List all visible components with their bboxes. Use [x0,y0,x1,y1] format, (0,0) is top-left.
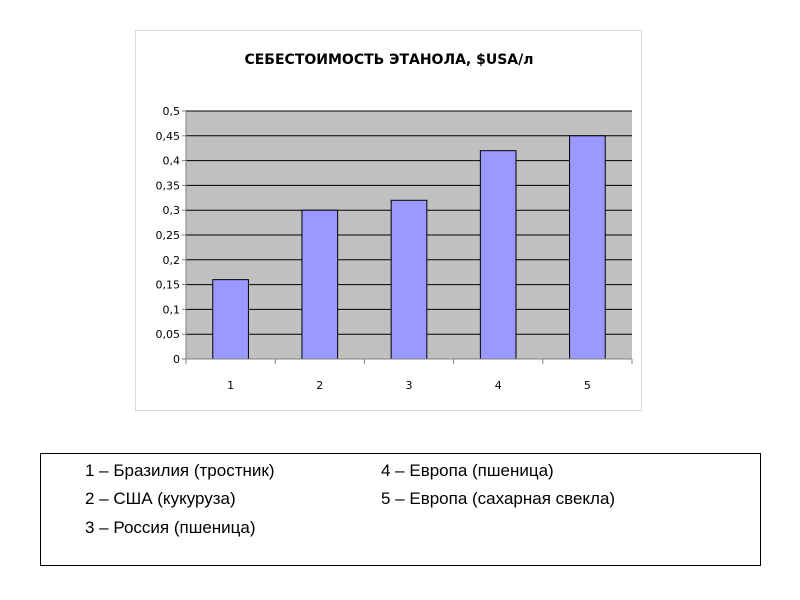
bar-5 [569,135,606,360]
legend-item-5: 5 – Европа (сахарная свекла) [381,489,616,508]
y-tick-label: 0,5 [163,105,181,118]
legend-item-2: 2 – США (кукуруза) [85,489,236,508]
y-tick-label: 0,3 [163,204,181,217]
y-tick-label: 0,15 [156,279,181,292]
x-tick-label: 5 [584,379,591,392]
legend-item-4: 4 – Европа (пшеница) [381,461,554,480]
y-tick-label: 0,05 [156,328,181,341]
y-tick-label: 0,45 [156,130,181,143]
legend-box: 1 – Бразилия (тростник) 2 – США (кукуруз… [40,453,761,566]
x-tick-label: 2 [316,379,323,392]
legend-item-3: 3 – Россия (пшеница) [85,518,256,537]
chart-frame: СЕБЕСТОИМОСТЬ ЭТАНОЛА, $USA/л 0 0,05 0,1 0,… [135,30,642,411]
bar-4 [479,150,517,360]
y-tick-label: 0,2 [163,254,181,267]
y-tick-label: 0,25 [156,229,181,242]
legend-item-1: 1 – Бразилия (тростник) [85,461,275,480]
y-tick-label: 0,35 [156,179,181,192]
chart-title: СЕБЕСТОИМОСТЬ ЭТАНОЛА, $USA/л [244,52,533,68]
bar-2 [301,209,339,360]
y-tick-label: 0,1 [163,303,181,316]
x-tick-label: 1 [227,379,234,392]
bar-1 [212,279,249,360]
x-tick-labels: 1 2 3 4 5 [185,359,633,392]
y-tick-label: 0,4 [163,155,181,168]
x-tick-label: 4 [495,379,502,392]
bars [212,135,606,360]
bar-3 [390,199,428,360]
y-tick-label: 0 [173,353,180,366]
y-tick-labels: 0 0,05 0,1 0,15 0,2 0,25 0,3 0,35 0,4 0,45 0,5 [156,105,186,366]
x-tick-label: 3 [406,379,413,392]
bar-chart: СЕБЕСТОИМОСТЬ ЭТАНОЛА, $USA/л 0 0,05 0,1 0,… [156,52,633,392]
